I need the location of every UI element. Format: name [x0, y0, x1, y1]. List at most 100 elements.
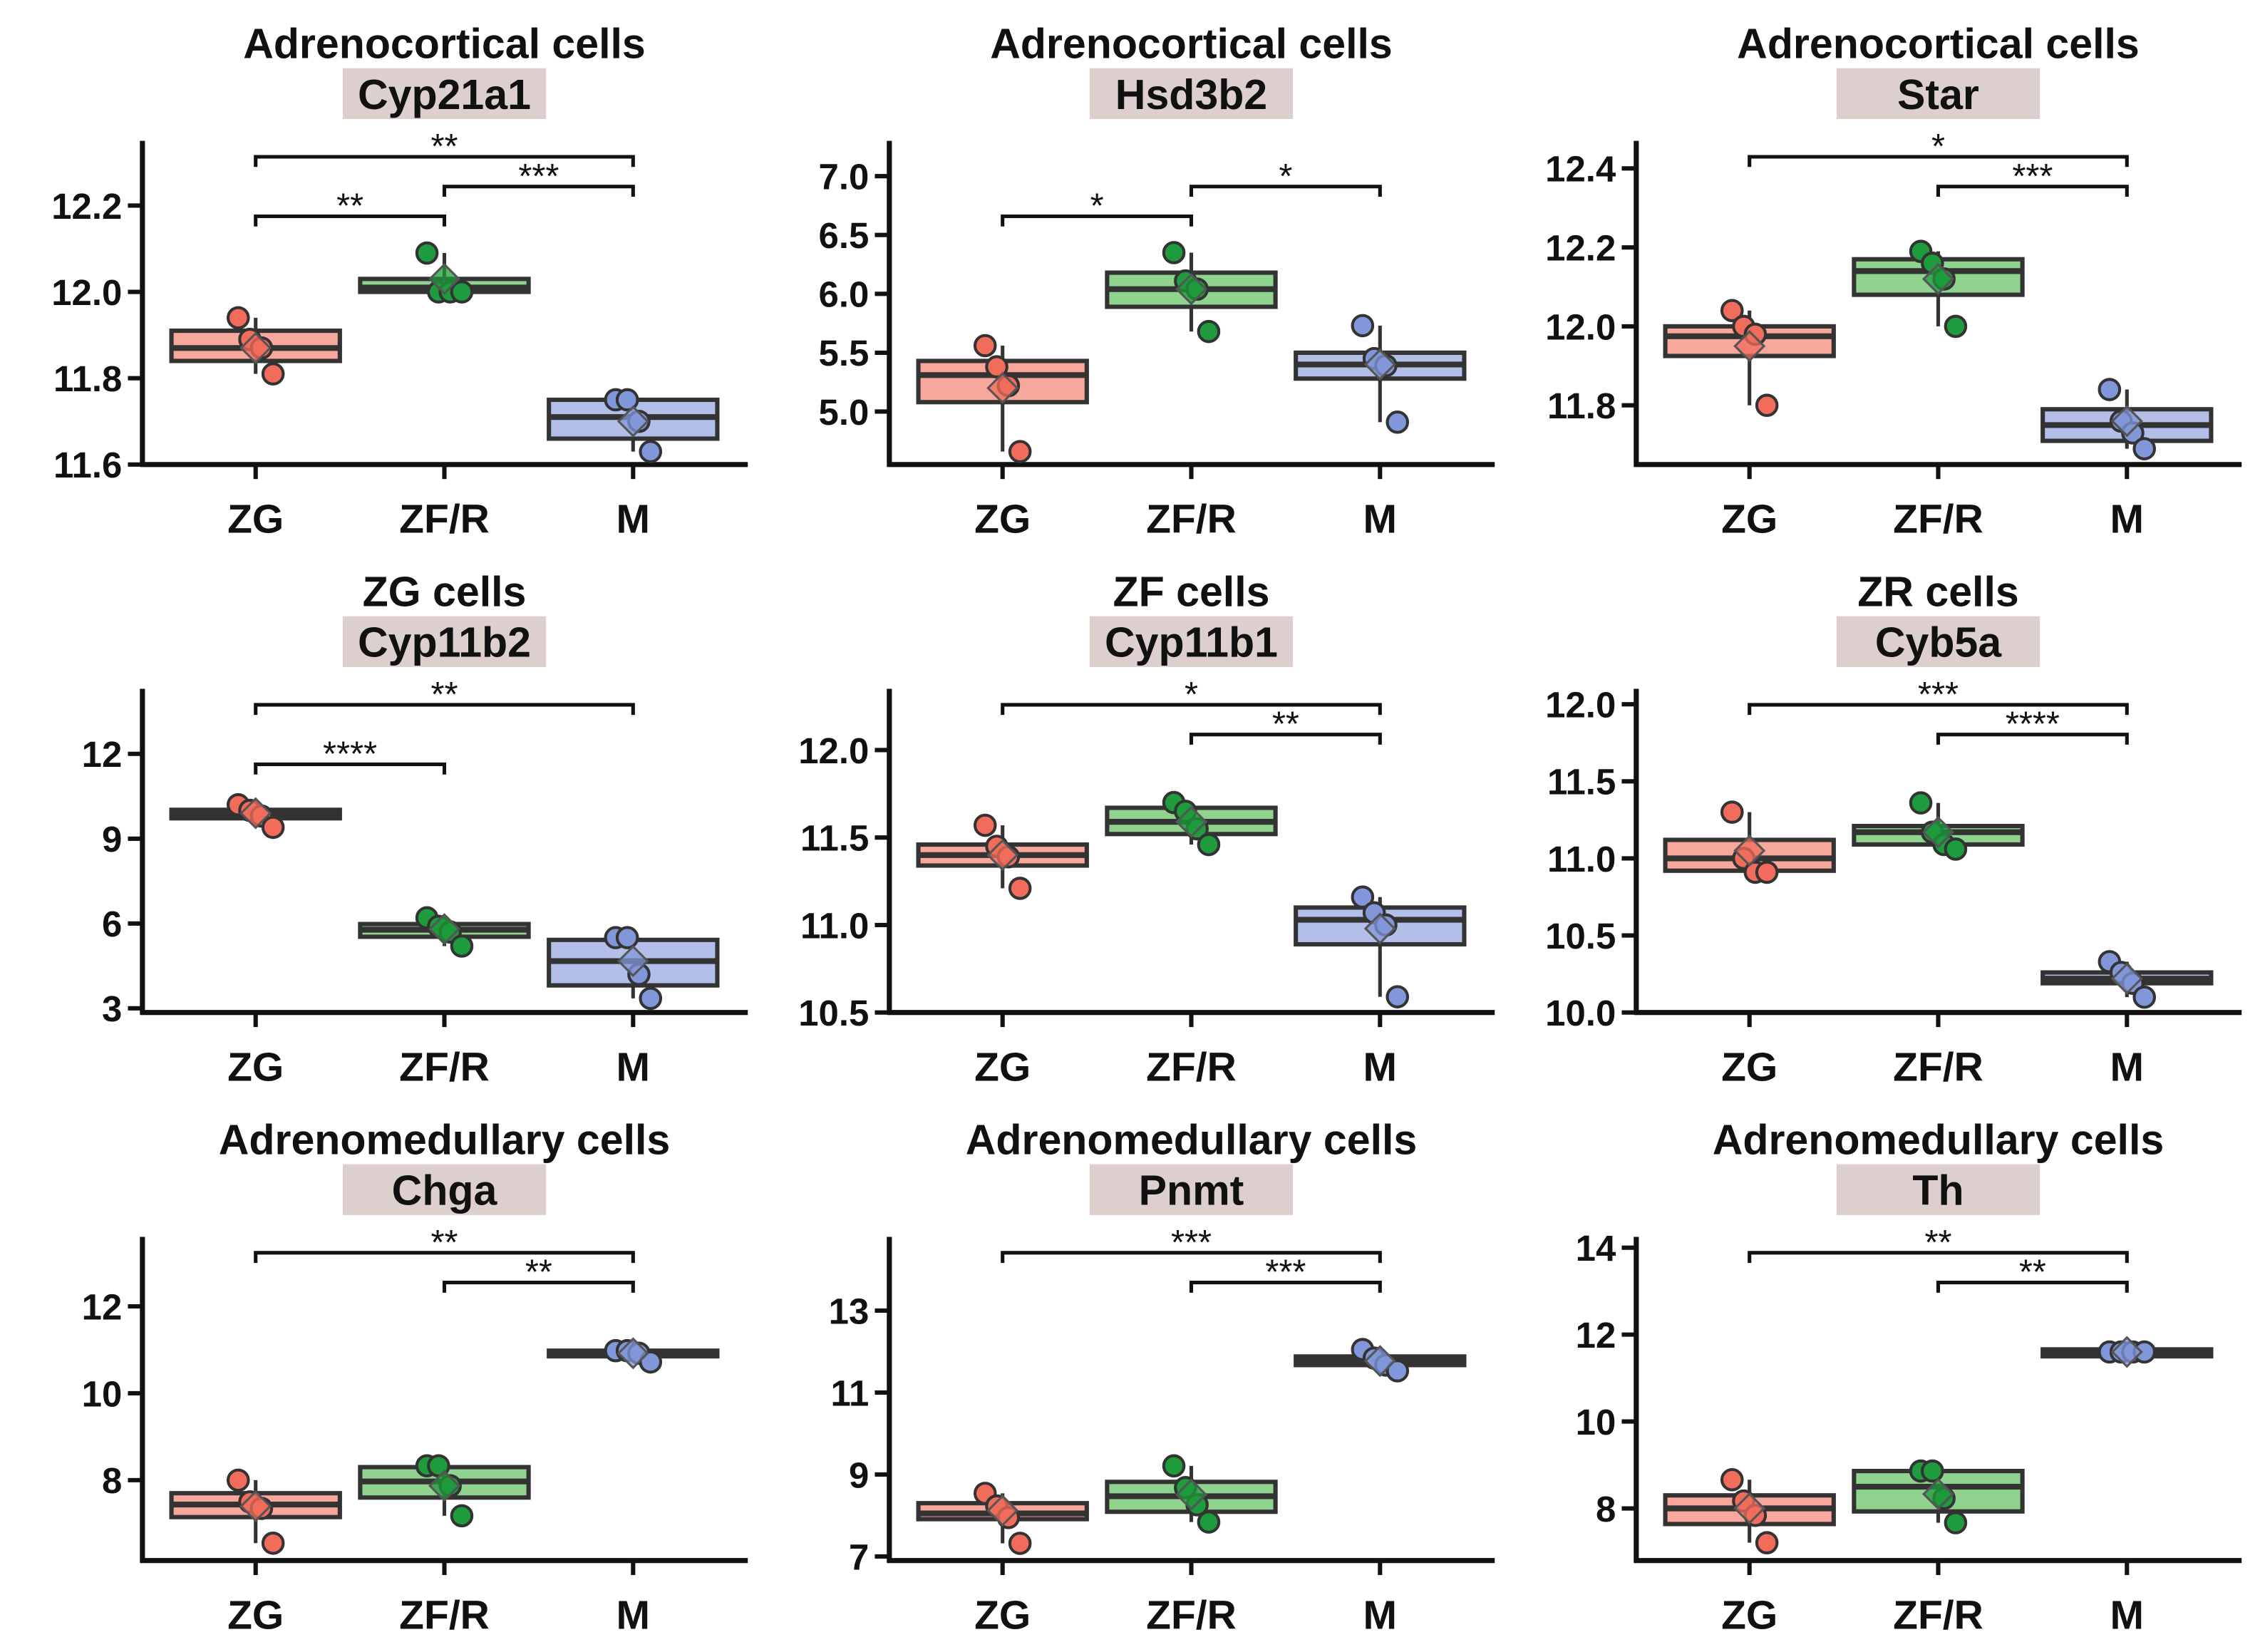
data-point [226, 1468, 250, 1492]
data-point [615, 926, 639, 949]
y-tick-label: 12 [82, 1286, 123, 1327]
box-group [1105, 790, 1278, 857]
significance-label: *** [2012, 158, 2053, 196]
significance-bracket [442, 1281, 635, 1293]
significance-label: ** [430, 676, 458, 714]
y-tick-label: 12.0 [1545, 684, 1616, 725]
y-tick-label: 12.0 [798, 731, 869, 771]
significance-bracket [1936, 185, 2129, 197]
x-tick-label: ZG [1721, 497, 1778, 542]
significance-bracket [254, 1251, 635, 1264]
x-tick-label: ZF/R [399, 1044, 490, 1090]
data-point [1944, 837, 1968, 861]
x-tick-label: M [2110, 1044, 2145, 1090]
data-point [2132, 437, 2157, 460]
panel-subtitle: Hsd3b2 [1115, 71, 1267, 118]
data-point [1386, 985, 1410, 1008]
subtitle-background [342, 1164, 547, 1215]
mean-marker [1175, 805, 1208, 838]
data-point [639, 440, 663, 463]
mean-marker [2110, 1336, 2143, 1368]
y-tick-label: 12 [82, 734, 123, 775]
significance-label: ** [430, 128, 458, 166]
box-group [358, 906, 531, 958]
mean-marker [1175, 273, 1208, 306]
significance-label: * [1185, 676, 1198, 714]
box-group [1852, 239, 2025, 339]
x-tick-label: ZG [1721, 1592, 1778, 1638]
data-point [1008, 440, 1032, 463]
mean-marker [2110, 962, 2143, 995]
y-tick-label: 5.0 [819, 392, 870, 433]
panel-title: Adrenocortical cells [243, 20, 646, 67]
data-point [1197, 832, 1221, 857]
data-point [261, 362, 285, 386]
x-tick-label: ZF/R [1893, 1592, 1983, 1638]
mean-marker [2110, 405, 2143, 438]
panel-title: ZG cells [363, 568, 527, 615]
data-point [1944, 314, 1968, 339]
box-group [1852, 791, 2025, 861]
significance-label: ** [2019, 1254, 2046, 1292]
mean-marker [616, 945, 649, 978]
y-tick-label: 12.0 [51, 272, 122, 313]
mean-marker [1921, 816, 1955, 849]
significance-label: ** [1924, 1224, 1951, 1262]
significance-label: ** [1272, 706, 1299, 744]
box-group [358, 1454, 531, 1528]
y-tick-label: 14 [1576, 1228, 1616, 1269]
mean-marker [428, 262, 461, 295]
panel-title: ZR cells [1857, 568, 2019, 615]
data-point [1386, 411, 1410, 434]
x-tick-label: M [1363, 497, 1398, 542]
x-tick-label: M [1363, 1044, 1398, 1090]
x-tick-label: M [616, 497, 651, 542]
box-group [1663, 1467, 1836, 1554]
significance-bracket [1748, 703, 2129, 716]
significance-label: ** [525, 1254, 552, 1292]
box-group [2040, 378, 2214, 460]
data-point [615, 388, 639, 412]
subtitle-background [1836, 1164, 2040, 1215]
y-tick-label: 10.0 [1545, 993, 1616, 1033]
data-point [1162, 241, 1186, 264]
significance-bracket [1189, 1281, 1382, 1293]
y-tick-label: 6.0 [819, 274, 870, 315]
significance-bracket [1001, 214, 1194, 227]
significance-bracket [1001, 703, 1382, 716]
data-point [1755, 393, 1779, 418]
data-point [1755, 1531, 1779, 1554]
significance-label: *** [1171, 1224, 1212, 1262]
mean-marker [986, 1494, 1019, 1527]
panel-subtitle: Th [1912, 1167, 1964, 1214]
y-tick-label: 11.0 [800, 905, 869, 946]
y-tick-label: 5.5 [819, 333, 870, 373]
significance-label: * [1931, 128, 1945, 166]
panel-subtitle: Cyp21a1 [358, 71, 531, 118]
data-point [450, 1504, 474, 1528]
significance-label: **** [323, 735, 377, 773]
subtitle-background [342, 616, 547, 667]
y-tick-label: 11.0 [1547, 839, 1616, 879]
y-tick-label: 12.2 [51, 186, 122, 227]
mean-marker [1921, 262, 1955, 295]
y-tick-label: 8 [102, 1460, 122, 1501]
panel-subtitle: Cyp11b2 [358, 619, 531, 666]
x-tick-label: ZF/R [399, 1592, 490, 1638]
y-tick-label: 11.8 [53, 358, 122, 399]
significance-bracket [1748, 155, 2129, 167]
y-tick-label: 8 [1596, 1489, 1616, 1529]
significance-label: * [1279, 158, 1292, 196]
x-tick-label: ZG [974, 1044, 1031, 1090]
significance-label: ** [336, 187, 363, 226]
x-tick-label: M [2110, 497, 2145, 542]
data-point [985, 355, 1008, 379]
data-point [2132, 985, 2157, 1009]
